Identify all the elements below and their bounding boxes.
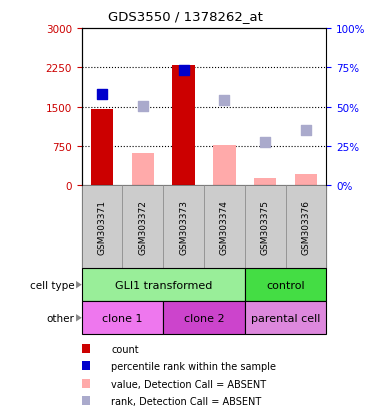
Text: GSM303375: GSM303375	[261, 200, 270, 254]
Bar	[173, 66, 195, 186]
Bar	[254, 179, 276, 186]
Bar	[82, 268, 245, 301]
Bar	[204, 186, 245, 268]
Text: count: count	[111, 344, 139, 354]
Text: GSM303371: GSM303371	[98, 200, 106, 254]
Text: rank, Detection Call = ABSENT: rank, Detection Call = ABSENT	[111, 396, 262, 406]
Bar	[122, 186, 163, 268]
Text: parental cell: parental cell	[251, 313, 320, 323]
Bar	[82, 186, 122, 268]
Point	[99, 91, 105, 97]
Bar	[245, 301, 326, 335]
Text: GSM303374: GSM303374	[220, 200, 229, 254]
Text: GLI1 transformed: GLI1 transformed	[115, 280, 212, 290]
Bar	[245, 186, 286, 268]
Bar	[245, 268, 326, 301]
Bar	[91, 110, 113, 186]
Bar	[163, 186, 204, 268]
Point	[221, 98, 227, 104]
Text: GSM303376: GSM303376	[302, 200, 311, 254]
Point	[303, 128, 309, 134]
Text: clone 2: clone 2	[184, 313, 224, 323]
Text: GSM303373: GSM303373	[179, 200, 188, 254]
Bar	[213, 146, 236, 186]
Point	[262, 140, 268, 146]
Point	[181, 67, 187, 74]
Text: GSM303372: GSM303372	[138, 200, 147, 254]
Text: percentile rank within the sample: percentile rank within the sample	[111, 361, 276, 371]
Bar	[82, 301, 163, 335]
Bar	[295, 174, 317, 186]
Text: other: other	[46, 313, 74, 323]
Text: GDS3550 / 1378262_at: GDS3550 / 1378262_at	[108, 10, 263, 23]
Text: value, Detection Call = ABSENT: value, Detection Call = ABSENT	[111, 379, 266, 389]
Bar	[132, 153, 154, 186]
Text: clone 1: clone 1	[102, 313, 143, 323]
Bar	[286, 186, 326, 268]
Bar	[163, 301, 245, 335]
Point	[140, 103, 146, 109]
Text: control: control	[266, 280, 305, 290]
Text: cell type: cell type	[30, 280, 74, 290]
